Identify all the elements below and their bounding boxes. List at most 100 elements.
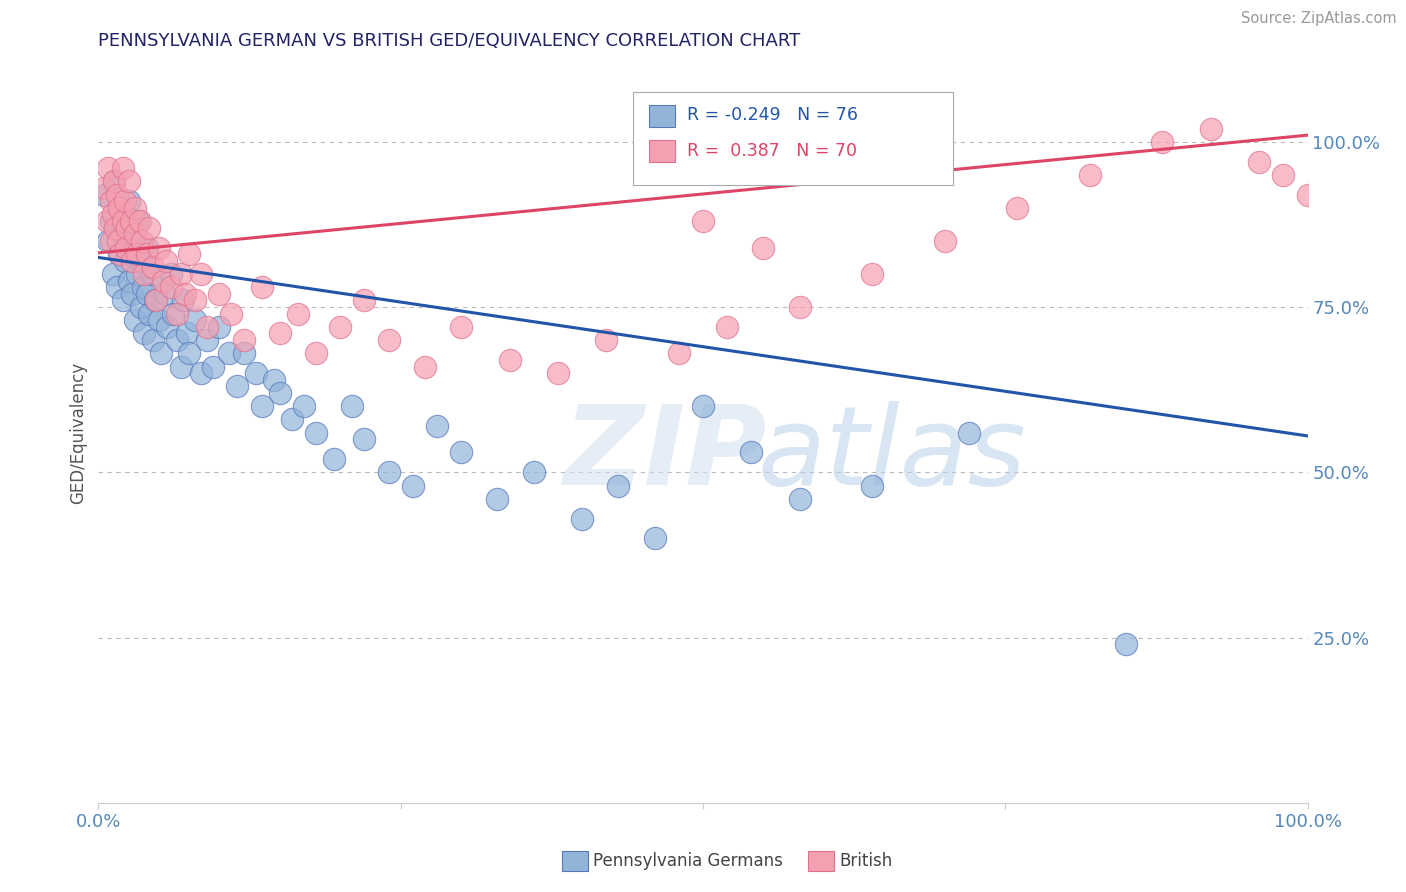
Point: [269, 386, 291, 401]
Point: [127, 247, 149, 261]
Point: [232, 346, 254, 360]
Point: [100, 234, 122, 248]
Point: [195, 319, 218, 334]
Point: [129, 300, 152, 314]
Point: [111, 161, 134, 176]
Text: Pennsylvania Germans: Pennsylvania Germans: [593, 852, 783, 870]
Point: [218, 346, 240, 360]
Point: [377, 333, 399, 347]
Point: [179, 346, 201, 360]
Point: [287, 307, 309, 321]
Point: [450, 445, 472, 459]
Point: [100, 194, 122, 209]
Point: [184, 293, 207, 308]
Point: [1007, 201, 1029, 215]
Point: [105, 280, 128, 294]
Point: [141, 267, 163, 281]
Point: [1272, 168, 1295, 182]
Point: [129, 253, 152, 268]
Point: [111, 227, 134, 242]
Point: [668, 346, 690, 360]
Text: R = -0.249   N = 76: R = -0.249 N = 76: [688, 106, 858, 124]
Point: [860, 267, 883, 281]
Point: [160, 267, 183, 281]
Point: [134, 267, 156, 281]
Y-axis label: GED/Equivalency: GED/Equivalency: [69, 361, 87, 504]
Point: [716, 319, 738, 334]
Point: [108, 201, 131, 215]
Point: [1199, 121, 1222, 136]
Point: [232, 333, 254, 347]
Point: [117, 234, 139, 248]
Point: [105, 187, 128, 202]
Point: [166, 307, 188, 321]
Point: [143, 293, 166, 308]
Point: [120, 247, 142, 261]
Point: [148, 241, 170, 255]
Point: [250, 399, 273, 413]
Point: [114, 207, 136, 221]
Point: [169, 267, 191, 281]
Point: [1249, 154, 1271, 169]
Text: R =  0.387   N = 70: R = 0.387 N = 70: [688, 143, 858, 161]
Point: [127, 214, 149, 228]
Text: British: British: [839, 852, 893, 870]
Point: [402, 478, 425, 492]
Point: [547, 366, 569, 380]
Text: atlas: atlas: [758, 401, 1026, 508]
Point: [1078, 168, 1101, 182]
Point: [184, 313, 207, 327]
Point: [142, 333, 165, 347]
Point: [108, 247, 131, 261]
Point: [162, 307, 184, 321]
Point: [131, 234, 153, 248]
Point: [103, 174, 125, 188]
Point: [101, 267, 124, 281]
Point: [134, 326, 156, 341]
Point: [1115, 637, 1137, 651]
Point: [166, 333, 188, 347]
Point: [305, 346, 328, 360]
Point: [250, 280, 273, 294]
Point: [114, 253, 136, 268]
Point: [135, 286, 157, 301]
Point: [145, 293, 167, 308]
Point: [128, 214, 150, 228]
Point: [93, 181, 115, 195]
Point: [342, 399, 364, 413]
Point: [957, 425, 980, 440]
Point: [595, 333, 617, 347]
Point: [571, 511, 593, 525]
Text: Source: ZipAtlas.com: Source: ZipAtlas.com: [1240, 11, 1396, 26]
Point: [111, 214, 134, 228]
Point: [142, 260, 165, 275]
Point: [179, 247, 201, 261]
Point: [263, 373, 285, 387]
Point: [121, 286, 143, 301]
Point: [202, 359, 225, 374]
Point: [172, 293, 194, 308]
Point: [245, 366, 267, 380]
Point: [100, 214, 122, 228]
Point: [93, 187, 115, 202]
Point: [150, 346, 173, 360]
Point: [523, 465, 546, 479]
Bar: [648, 104, 675, 127]
Point: [97, 234, 120, 248]
Point: [153, 286, 176, 301]
Point: [135, 241, 157, 255]
Point: [96, 214, 118, 228]
Point: [789, 300, 811, 314]
Point: [323, 452, 346, 467]
Point: [426, 419, 449, 434]
Point: [111, 293, 134, 308]
Point: [208, 319, 231, 334]
Point: [176, 326, 198, 341]
Point: [269, 326, 291, 341]
FancyBboxPatch shape: [633, 92, 953, 185]
Point: [120, 214, 142, 228]
Point: [148, 313, 170, 327]
Point: [108, 201, 131, 215]
Point: [752, 241, 775, 255]
Point: [169, 359, 191, 374]
